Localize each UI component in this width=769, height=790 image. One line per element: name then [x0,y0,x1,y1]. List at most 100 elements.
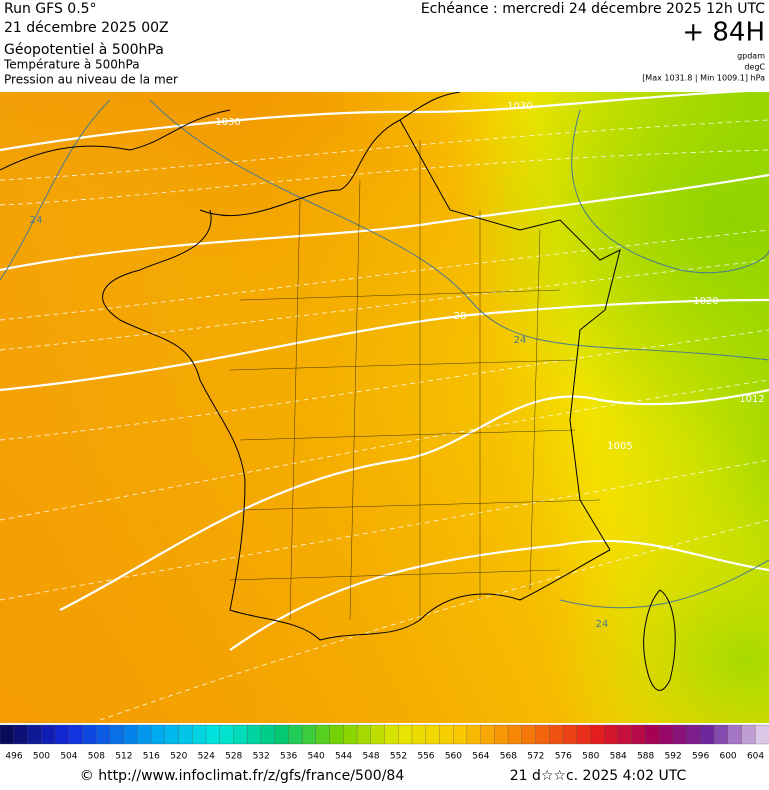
colorbar-label: 604 [747,752,764,762]
temperature-lines [0,99,769,609]
colorbar-swatch [645,724,660,745]
colorbar: 496 500 504 508 512 516 520 524 528 532 536 540 544 5… [0,724,769,762]
map: 1030 1030 1020 1012 1005 24 24 28 24 [0,92,769,723]
contour-label: 1012 [739,394,764,405]
contour-label: 1030 [507,101,532,112]
colorbar-label: 500 [33,752,50,762]
colorbar-swatch [95,724,111,745]
colorbar-swatch [494,724,509,745]
colorbar-swatch [0,724,15,745]
colorbar-swatch [425,724,441,745]
coastlines [0,92,676,691]
colorbar-label: 516 [143,752,160,762]
colorbar-swatch [617,724,633,745]
pressure-range: [Max 1031.8 | Min 1009.1] hPa [642,74,765,83]
colorbar-swatch [315,724,331,745]
forecast-title: Echéance : mercredi 24 décembre 2025 12h… [421,1,765,17]
colorbar-swatch [68,724,84,745]
colorbar-swatch [549,724,564,745]
colorbar-swatch [150,724,166,745]
colorbar-swatch [219,724,235,745]
colorbar-swatch [109,724,125,745]
colorbar-label: 544 [335,752,352,762]
colorbar-swatch [672,724,688,745]
colorbar-swatch [507,724,523,745]
colorbar-swatch [658,724,674,745]
colorbar-swatch [700,724,715,745]
colorbar-swatch [631,724,647,745]
header-right: Echéance : mercredi 24 décembre 2025 12h… [421,1,766,83]
colorbar-swatch [562,724,578,745]
contour-label: 24 [596,619,609,630]
colorbar-swatch [521,724,537,745]
colorbar-swatch [123,724,138,745]
colorbar-label: 596 [692,752,709,762]
contour-labels: 1030 1030 1020 1012 1005 24 24 28 24 [30,101,765,630]
colorbar-swatch [755,724,769,745]
colorbar-swatch [686,724,701,745]
colorbar-swatch [576,724,592,745]
colorbar-swatch [260,724,276,745]
date: 21 d☆☆c. 2025 4:02 UTC [510,768,687,784]
colorbar-label: 512 [115,752,132,762]
colorbar-swatch [82,724,97,745]
colorbar-label: 504 [60,752,77,762]
colorbar-swatch [356,724,372,745]
colorbar-label: 568 [500,752,517,762]
colorbar-swatch [535,724,550,745]
header-left: Run GFS 0.5° 21 décembre 2025 00Z Géopot… [3,1,178,87]
colorbar-swatch [439,724,454,745]
run-date: 21 décembre 2025 00Z [4,20,169,36]
colorbar-label: 560 [445,752,462,762]
colorbar-swatch [288,724,303,745]
colorbar-swatch [384,724,399,745]
colorbar-swatch [713,724,729,745]
colorbar-swatch [164,724,180,745]
colorbar-swatch [343,724,358,745]
run-label: Run GFS 0.5° [4,1,97,17]
colorbar-label: 548 [362,752,379,762]
colorbar-swatch [205,724,221,745]
colorbar-swatch [178,724,193,745]
colorbar-swatch [274,724,290,745]
field-2: Température à 500hPa [3,58,140,72]
isobars [0,92,769,651]
colorbar-swatch [727,724,743,745]
colorbar-label: 556 [417,752,434,762]
colorbar-swatch [370,724,386,745]
colorbar-swatch [233,724,248,745]
unit: degC [744,63,765,72]
colorbar-swatch [192,724,207,745]
colorbar-label: 580 [582,752,599,762]
field-3: Pression au niveau de la mer [4,73,178,87]
departments [229,140,601,621]
colorbar-label: 552 [390,752,407,762]
colorbar-label: 528 [225,752,242,762]
contour-label: 24 [514,335,527,346]
contour-label: 24 [30,215,43,226]
colorbar-swatch [590,724,605,745]
colorbar-swatch [411,724,427,745]
colorbar-swatch [398,724,413,745]
isotherms [0,119,769,721]
lead-time: + 84H [682,18,765,48]
contour-label: 1030 [215,117,240,128]
field-1: Géopotentiel à 500hPa [4,42,164,58]
colorbar-swatch [604,724,619,745]
colorbar-label: 592 [665,752,682,762]
colorbar-label: 572 [527,752,544,762]
colorbar-label: 524 [198,752,215,762]
colorbar-label: 508 [88,752,105,762]
colorbar-label: 564 [472,752,489,762]
unit: gpdam [737,52,765,61]
colorbar-swatch [137,724,152,745]
contour-label: 1020 [693,296,718,307]
colorbar-swatch [27,724,42,745]
colorbar-label: 584 [610,752,627,762]
colorbar-label: 600 [719,752,736,762]
colorbar-swatch [13,724,29,745]
colorbar-label: 536 [280,752,297,762]
colorbar-swatch [741,724,756,745]
